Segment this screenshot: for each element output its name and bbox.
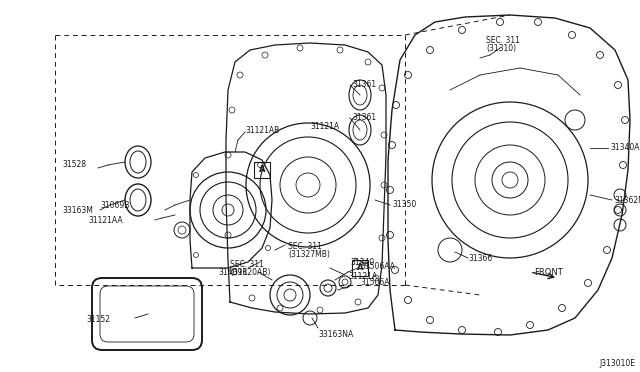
Text: J313010E: J313010E: [599, 359, 635, 368]
Text: (31327MB): (31327MB): [288, 250, 330, 259]
Text: A: A: [259, 166, 265, 174]
Text: 31340: 31340: [350, 258, 374, 267]
Text: 31409R: 31409R: [218, 268, 248, 277]
Text: 31362M: 31362M: [614, 196, 640, 205]
Text: 31152: 31152: [86, 315, 110, 324]
Text: 31340A: 31340A: [610, 143, 639, 152]
Text: (31310): (31310): [486, 44, 516, 53]
Text: 31121AB: 31121AB: [245, 126, 279, 135]
Text: 33163M: 33163M: [62, 206, 93, 215]
Text: 31361: 31361: [352, 113, 376, 122]
Text: FRONT: FRONT: [534, 268, 563, 277]
Text: 31506A: 31506A: [360, 278, 390, 287]
Text: 31121A: 31121A: [348, 272, 377, 281]
Text: A: A: [356, 263, 364, 273]
Text: 31528: 31528: [62, 160, 86, 169]
Text: SEC. 311: SEC. 311: [230, 260, 264, 269]
Text: SEC. 311: SEC. 311: [486, 36, 520, 45]
Text: 31069B: 31069B: [100, 201, 129, 210]
Text: 31361: 31361: [352, 80, 376, 89]
Text: 31506AA: 31506AA: [360, 262, 395, 271]
Text: 31121AA: 31121AA: [88, 216, 123, 225]
Text: 31121A: 31121A: [310, 122, 339, 131]
Text: SEC. 311: SEC. 311: [288, 242, 322, 251]
Text: (31120AB): (31120AB): [230, 268, 270, 277]
Text: 31366: 31366: [468, 254, 492, 263]
Text: 31350: 31350: [392, 200, 416, 209]
Text: 33163NA: 33163NA: [318, 330, 353, 339]
